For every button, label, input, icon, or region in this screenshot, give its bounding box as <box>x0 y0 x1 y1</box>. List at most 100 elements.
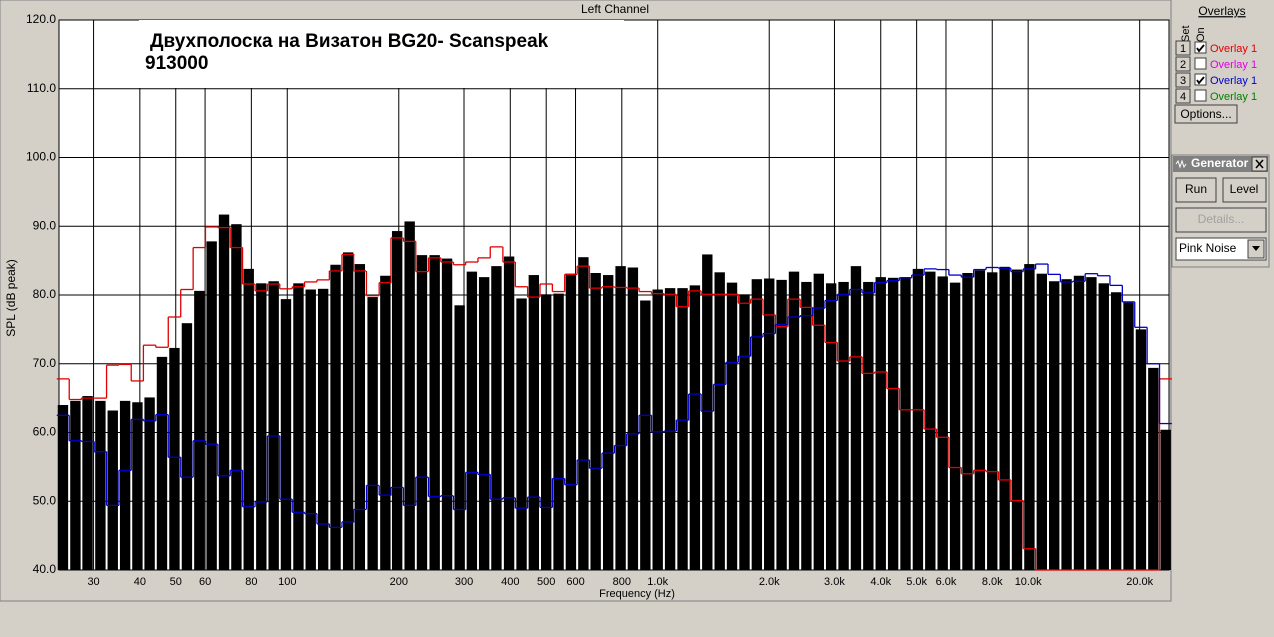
chart-header: Left Channel <box>581 2 649 16</box>
x-axis-label: Frequency (Hz) <box>599 588 675 600</box>
overlay-set-button[interactable] <box>1175 72 1191 88</box>
overlay-checkbox[interactable] <box>1194 89 1207 102</box>
bar <box>987 272 998 570</box>
bar <box>107 410 118 570</box>
bar <box>429 255 440 570</box>
overlays-title: Overlays <box>1198 4 1245 18</box>
bar <box>850 266 862 570</box>
x-tick-label: 3.0k <box>824 576 845 588</box>
y-tick-label: 50.0 <box>33 493 57 507</box>
overlay-checkbox[interactable] <box>1194 73 1207 86</box>
bar <box>602 275 614 570</box>
select-arrow <box>1252 246 1260 251</box>
bar <box>57 405 69 570</box>
overlay-legend-label: Overlay 1 <box>1210 59 1257 71</box>
y-tick-label: 110.0 <box>27 81 56 95</box>
bar <box>181 323 193 570</box>
overlay-checkbox[interactable] <box>1194 57 1207 70</box>
bar <box>156 356 168 570</box>
bar <box>1123 302 1134 570</box>
bar <box>912 268 924 570</box>
bar <box>937 276 948 570</box>
overlay-set-button[interactable] <box>1175 56 1191 72</box>
bar <box>776 279 787 570</box>
bar <box>962 273 973 570</box>
overlay-set-button[interactable] <box>1175 88 1191 104</box>
bar <box>801 281 812 570</box>
overlay-legend-label: Overlay 1 <box>1210 75 1257 87</box>
bar <box>1061 279 1072 570</box>
x-tick-label: 600 <box>566 576 584 588</box>
bar <box>1086 277 1097 570</box>
bar <box>218 214 230 570</box>
bar <box>652 289 663 570</box>
x-tick-label: 800 <box>613 576 631 588</box>
bar <box>380 275 391 570</box>
bar <box>974 270 986 570</box>
bar <box>256 283 267 570</box>
x-tick-label: 40 <box>134 576 146 588</box>
bar <box>677 288 688 570</box>
checkmark <box>1196 44 1205 53</box>
bar <box>590 273 601 570</box>
bar <box>354 264 366 570</box>
title-box <box>139 20 624 88</box>
x-tick-label: 2.0k <box>759 576 780 588</box>
x-tick-label: 4.0k <box>870 576 891 588</box>
bar <box>441 258 453 570</box>
bar <box>404 221 415 570</box>
details-button[interactable] <box>1175 207 1267 233</box>
chart-title: Двухполоска на Визатон BG20- Scanspeak <box>150 31 549 52</box>
x-tick-label: 30 <box>87 576 99 588</box>
bar <box>268 281 279 570</box>
noise-select-value: Pink Noise <box>1179 241 1237 255</box>
bar <box>1036 273 1048 570</box>
y-tick-label: 100.0 <box>26 150 56 164</box>
bar <box>342 252 354 570</box>
bar <box>764 278 775 570</box>
bar <box>825 283 837 570</box>
y-tick-label: 90.0 <box>33 218 57 232</box>
bar <box>1073 275 1085 570</box>
bar <box>887 277 899 570</box>
bar <box>516 298 527 570</box>
overlay-set-number: 4 <box>1180 91 1186 103</box>
overlay-set-button[interactable] <box>1175 40 1191 56</box>
bar <box>466 271 478 570</box>
bar <box>1135 329 1147 570</box>
bar <box>640 300 651 570</box>
level-button[interactable] <box>1222 177 1267 203</box>
overlay-checkbox[interactable] <box>1194 41 1207 54</box>
bar <box>875 277 886 570</box>
bar <box>751 279 763 570</box>
x-tick-label: 8.0k <box>982 576 1003 588</box>
x-tick-label: 60 <box>199 576 211 588</box>
bar <box>293 283 304 570</box>
bar <box>491 266 502 570</box>
bar <box>838 281 849 570</box>
bar <box>144 397 155 570</box>
x-tick-label: 300 <box>455 576 473 588</box>
bar <box>540 294 552 570</box>
bar <box>70 400 81 570</box>
x-tick-label: 80 <box>245 576 257 588</box>
options-button[interactable] <box>1174 104 1238 124</box>
run-button[interactable] <box>1175 177 1217 203</box>
bar <box>615 266 626 570</box>
generator-title: Generator <box>1191 156 1249 170</box>
bar <box>1098 283 1109 570</box>
bar <box>280 299 292 570</box>
set-label: Set <box>1180 25 1192 42</box>
x-tick-label: 6.0k <box>936 576 957 588</box>
bar <box>925 271 936 570</box>
y-axis-label: SPL (dB peak) <box>4 259 18 337</box>
bar <box>194 290 205 570</box>
bar <box>169 347 180 570</box>
bar <box>702 254 713 570</box>
bar <box>119 400 131 570</box>
bar <box>206 241 217 570</box>
y-tick-label: 60.0 <box>33 425 57 439</box>
overlay-set-number: 2 <box>1180 59 1186 71</box>
bar <box>317 288 329 570</box>
noise-select[interactable] <box>1175 237 1267 261</box>
